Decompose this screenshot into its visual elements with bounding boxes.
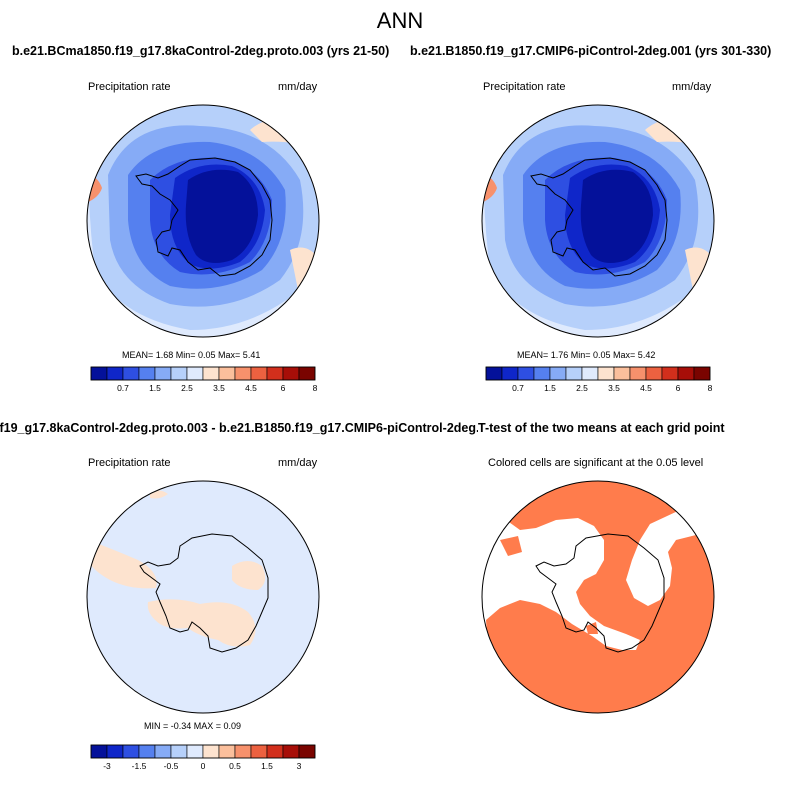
panel2-colorbar-tick-label: 6 [676,383,681,393]
panel2-colorbar-swatch [693,366,711,381]
panel3-colorbar-tick-label: 0 [201,761,206,771]
panel1-colorbar-frame [90,366,316,381]
panel3-colorbar-tick-label: 0.5 [229,761,241,771]
panel3-colorbar-swatch [218,744,236,759]
panel1-colorbar-swatch [122,366,140,381]
panel1-map [87,105,319,337]
panel3-colorbar-tick-label: -1.5 [132,761,147,771]
panel2-title: b.e21.B1850.f19_g17.CMIP6-piControl-2deg… [410,44,772,58]
panel3-colorbar-swatch [170,744,188,759]
panel3-map [87,481,319,713]
figure-title: ANN [376,8,424,33]
panel3-colorbar-swatch [186,744,204,759]
panel1-map-border [86,104,320,338]
panel2-colorbar-frame [485,366,711,381]
panel3-colorbar-tick-label: -0.5 [164,761,179,771]
panel3-colorbar-swatch [122,744,140,759]
panel2-colorbar-swatch [565,366,583,381]
panel1-colorbar: 0.7 1.5 2.5 3.5 4.5 6 8 [90,366,318,393]
panel1-colorbar-swatch [154,366,172,381]
panel2-map-border [481,104,715,338]
panel3-colorbar-swatch [250,744,268,759]
panel2-colorbar-tick-label: 1.5 [544,383,556,393]
panel2-colorbar-swatch [517,366,535,381]
panel2-colorbar-swatch [629,366,647,381]
panel2-left-label: Precipitation rate [483,81,566,93]
panel3-colorbar-swatch [266,744,284,759]
panel2-colorbar-swatch [581,366,599,381]
panel3-right-label: mm/day [278,457,318,469]
panel1-colorbar-swatch [234,366,252,381]
panel3-map-border [86,480,320,714]
panel2-colorbar-tick-label: 4.5 [640,383,652,393]
panel3-left-label: Precipitation rate [88,457,171,469]
panel2-colorbar-tick-label: 2.5 [576,383,588,393]
panel3-colorbar-swatch [282,744,300,759]
panel3-colorbar-swatch [138,744,156,759]
panel2-colorbar-tick-label: 3.5 [608,383,620,393]
panel2-colorbar-swatch [661,366,679,381]
panel3-colorbar-tick-label: -3 [103,761,111,771]
panel3-colorbar-frame [90,744,316,759]
panel3-colorbar-swatch [234,744,252,759]
panel1-colorbar-swatch [298,366,316,381]
panel3-title: .f19_g17.8kaControl-2deg.proto.003 - b.e… [0,421,501,435]
panel1-colorbar-tick-label: 3.5 [213,383,225,393]
panel2-colorbar-swatch [485,366,503,381]
panel2-colorbar-tick-label: 0.7 [512,383,524,393]
panel1-colorbar-swatch [138,366,156,381]
panel2-stats: MEAN= 1.76 Min= 0.05 Max= 5.42 [517,350,656,360]
panel3-colorbar-swatch [298,744,316,759]
panel2-colorbar-swatch [645,366,663,381]
panel2-colorbar-swatch [677,366,695,381]
panel1-colorbar-tick-label: 6 [281,383,286,393]
panel2-colorbar-swatch [613,366,631,381]
panel1-right-label: mm/day [278,81,318,93]
panel1-colorbar-tick-label: 1.5 [149,383,161,393]
panel1-colorbar-swatch [282,366,300,381]
panel2-colorbar-swatch [501,366,519,381]
panel2-map [482,105,714,337]
panel1-colorbar-swatch [202,366,220,381]
panel1-colorbar-swatch [186,366,204,381]
panel1-colorbar-swatch [266,366,284,381]
panel1-stats: MEAN= 1.68 Min= 0.05 Max= 5.41 [122,350,261,360]
panel4-subtitle: Colored cells are significant at the 0.0… [488,457,704,469]
panel3-colorbar-swatch [154,744,172,759]
panel1-colorbar-tick-label: 0.7 [117,383,129,393]
panel3-colorbar: -3 -1.5 -0.5 0 0.5 1.5 3 [90,744,316,771]
panel2-colorbar-swatch [533,366,551,381]
panel2-colorbar: 0.7 1.5 2.5 3.5 4.5 6 8 [485,366,713,393]
panel1-colorbar-tick-label: 4.5 [245,383,257,393]
panel3-colorbar-tick-label: 1.5 [261,761,273,771]
panel1-colorbar-tick-label: 2.5 [181,383,193,393]
panel3-stats: MIN = -0.34 MAX = 0.09 [144,721,242,731]
panel2-colorbar-tick-label: 8 [708,383,713,393]
panel1-colorbar-swatch [90,366,108,381]
panel4-map-border [481,480,715,714]
panel2-colorbar-swatch [597,366,615,381]
panel1-colorbar-swatch [218,366,236,381]
panel3-colorbar-swatch [90,744,108,759]
panel4-title: T-test of the two means at each grid poi… [478,421,725,435]
panel1-colorbar-tick-label: 8 [313,383,318,393]
panel3-colorbar-swatch [202,744,220,759]
panel4-map [482,481,714,713]
panel1-colorbar-swatch [250,366,268,381]
panel3-colorbar-tick-label: 3 [297,761,302,771]
panel1-title: b.e21.BCma1850.f19_g17.8kaControl-2deg.p… [12,44,390,58]
panel1-colorbar-swatch [106,366,124,381]
panel1-left-label: Precipitation rate [88,81,171,93]
panel2-colorbar-swatch [549,366,567,381]
panel3-colorbar-swatch [106,744,124,759]
panel1-colorbar-swatch [170,366,188,381]
panel2-right-label: mm/day [672,81,712,93]
